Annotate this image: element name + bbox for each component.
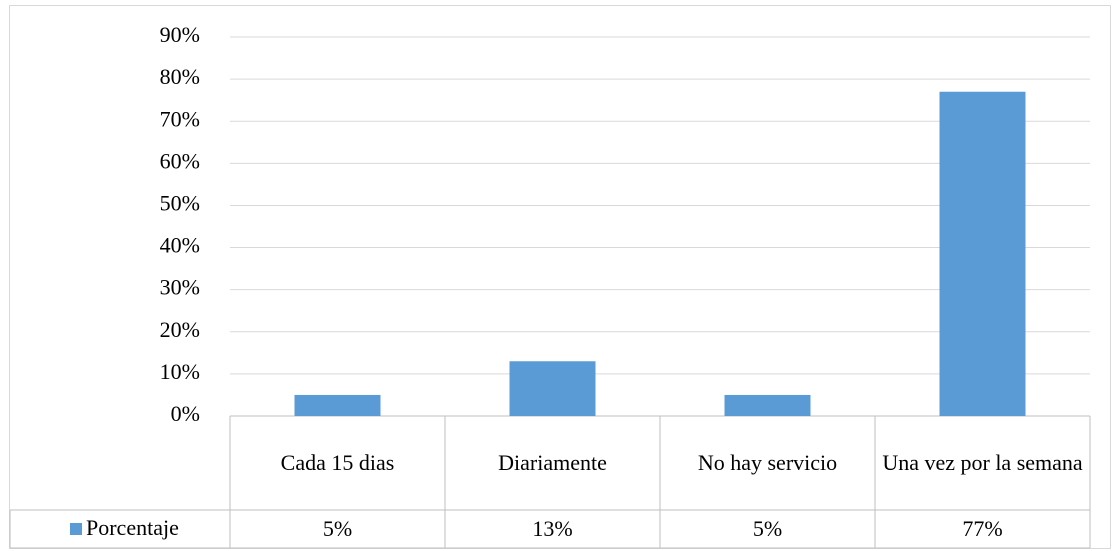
value-label: 5% — [322, 516, 353, 541]
y-tick-label: 60% — [160, 148, 200, 173]
y-tick-label: 30% — [160, 275, 200, 300]
x-tick-label: Diariamente — [498, 450, 607, 475]
x-tick-label: Cada 15 dias — [280, 450, 395, 475]
value-label: 13% — [532, 516, 573, 541]
y-tick-label: 20% — [160, 317, 200, 342]
y-tick-label: 0% — [171, 401, 200, 426]
value-label: 77% — [962, 516, 1003, 541]
y-tick-label: 80% — [160, 64, 200, 89]
y-tick-label: 50% — [160, 190, 200, 215]
x-tick-label: No hay servicio — [697, 450, 838, 475]
y-tick-label: 40% — [160, 233, 200, 258]
y-tick-label: 10% — [160, 359, 200, 384]
x-tick-label: Una vez por la semana — [882, 450, 1083, 475]
legend-swatch — [70, 523, 82, 535]
bar — [724, 394, 811, 416]
bar — [509, 361, 596, 416]
bar — [294, 394, 381, 416]
legend-label: Porcentaje — [86, 515, 179, 540]
value-label: 5% — [752, 516, 783, 541]
y-tick-label: 90% — [160, 22, 200, 47]
bar — [939, 91, 1026, 416]
y-tick-label: 70% — [160, 106, 200, 131]
